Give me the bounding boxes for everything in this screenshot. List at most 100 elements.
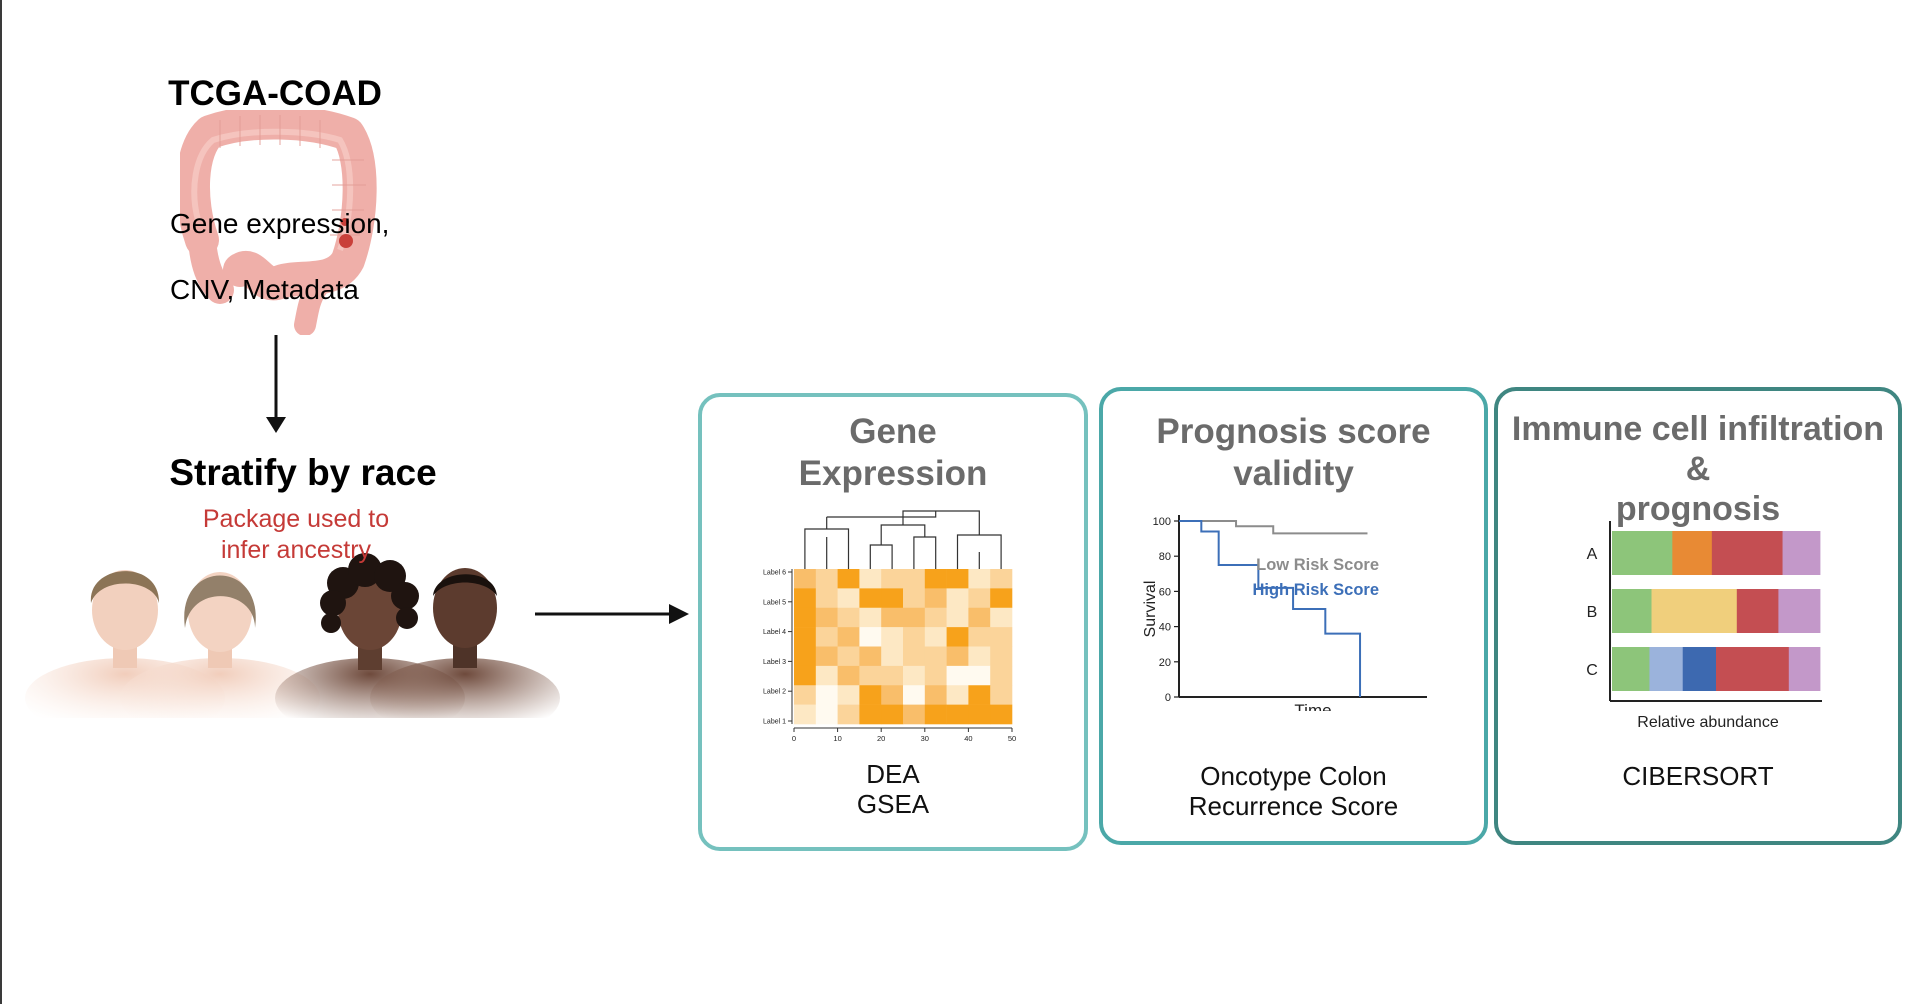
heatmap-cell [815,588,838,609]
heatmap-cell [990,569,1013,589]
stacked-category-label: C [1586,662,1598,679]
heatmap-cell [924,627,947,647]
heatmap-cell [946,569,969,589]
heatmap-cell [794,569,817,589]
heatmap-cell [968,588,991,609]
stacked-category-label: B [1587,604,1598,621]
person-4 [370,568,560,718]
heatmap-cell [815,607,838,628]
heatmap-cell [924,685,947,705]
heatmap-cell [859,704,882,725]
heatmap-cell [990,588,1013,609]
heatmap-cell [881,665,904,686]
dendrogram-branch [913,536,937,569]
heatmap-cell [837,704,860,725]
stacked-bar-segment [1778,589,1821,633]
heatmap-cell [968,665,991,686]
heatmap-cell [881,704,904,725]
heatmap-cell [968,607,991,628]
heatmap-cell [968,646,991,667]
page-left-border [0,0,2,1004]
heatmap-row-label: Label 3 [763,659,786,666]
heatmap-cell [815,569,838,589]
heatmap-row-label: Label 5 [763,599,786,606]
people-illustration [25,553,560,718]
immune-caption: CIBERSORT [1498,761,1898,791]
stacked-bar-segment [1782,531,1821,575]
heatmap-cell [837,569,860,589]
heatmap-cells [794,569,1013,725]
heatmap-x-tick-label: 0 [792,734,796,743]
heatmap-cell [946,588,969,609]
stacked-category-label: A [1587,546,1598,563]
heatmap-cell [903,607,926,628]
gene-expression-title: Gene Expression [702,411,1084,495]
heatmap-cell [990,607,1013,628]
heatmap-cell [794,704,817,725]
heatmap-chart: Label 6 Label 5 Label 4 Label 3 Label 2 Label… [763,510,1016,743]
survival-axes: 0 20 40 60 80 100 Survival Time [1142,515,1427,711]
heatmap-cell [837,685,860,705]
gene-expression-title-line2: Expression [798,454,988,493]
stacked-bar-chart: A B C Relative abundance [1586,521,1822,731]
heatmap-cell [946,685,969,705]
heatmap-cell [946,646,969,667]
stacked-axes: A B C Relative abundance [1586,521,1822,731]
prognosis-caption-line2: Recurrence Score [1188,791,1399,821]
heatmap-cell [990,685,1013,705]
heatmap-cell [815,627,838,647]
heatmap-cell [815,704,838,725]
dataset-description-line1: Gene expression, [170,208,390,239]
immune-title-line1: Immune cell infiltration & [1511,410,1885,488]
survival-legend-entry: Low Risk Score [1256,556,1379,574]
stacked-x-label: Relative abundance [1637,714,1779,731]
heatmap-cell [990,627,1013,647]
heatmap-cell [881,627,904,647]
heatmap-cell [924,569,947,589]
heatmap-cell [990,704,1013,725]
gene-expression-title-line1: Gene [849,412,937,451]
ancestry-note-line2: infer ancestry [220,536,372,564]
heatmap-cell [859,569,882,589]
prognosis-title: Prognosis score validity [1103,411,1484,495]
survival-y-tick-label: 0 [1165,692,1171,704]
heatmap-row-label: Label 1 [763,719,786,726]
stacked-bar-segment [1682,647,1717,691]
heatmap-cell [881,607,904,628]
heatmap-cell [794,665,817,686]
arrow-right-icon [535,604,689,624]
heatmap-cell [794,607,817,628]
heatmap-cell [837,665,860,686]
survival-chart: 0 20 40 60 80 100 Survival Time Low Risk Score H… [1142,515,1427,711]
stacked-bar-segment [1716,647,1790,691]
heatmap-cell [859,665,882,686]
survival-legend-entry: High Risk Score [1252,581,1379,599]
survival-series-line [1179,520,1368,535]
prognosis-caption-line1: Oncotype Colon [1200,761,1387,791]
heatmap-cell [859,646,882,667]
survival-y-tick-label: 80 [1159,551,1171,563]
heatmap-cell [859,588,882,609]
immune-title-line2: prognosis [1615,490,1781,528]
survival-series-line [1179,520,1362,697]
colon-illustration [180,110,377,335]
heatmap-x-tick-label: 10 [833,734,841,743]
heatmap-cell [815,665,838,686]
heatmap-cell [859,685,882,705]
heatmap-cell [837,588,860,609]
heatmap-cell [837,646,860,667]
heatmap-cell [968,704,991,725]
heatmap-cell [815,685,838,705]
heatmap-cell [924,607,947,628]
heatmap-cell [924,646,947,667]
heatmap-cell [924,665,947,686]
heatmap-cell [903,588,926,609]
ancestry-note-line1: Package used to [202,505,390,533]
tumor-dot-small [341,218,349,226]
heatmap-cell [859,607,882,628]
heatmap-x-tick-label: 50 [1008,734,1016,743]
survival-legend: Low Risk Score High Risk Score [1252,556,1379,599]
heatmap-cell [903,646,926,667]
heatmap-cell [837,627,860,647]
immune-caption-line1: CIBERSORT [1622,761,1774,791]
